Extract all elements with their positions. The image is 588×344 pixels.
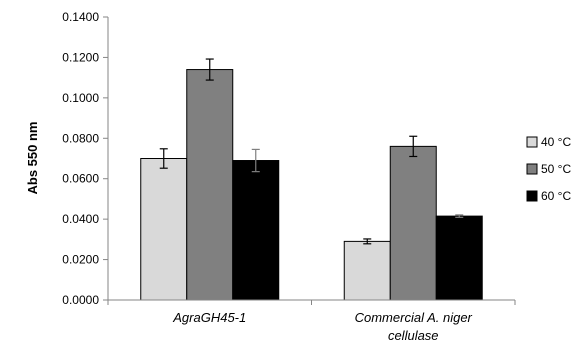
y-tick-label: 0.0400 <box>62 212 99 226</box>
bar-1-0 <box>343 240 391 301</box>
x-category-label: AgraGH45-1 <box>172 310 246 325</box>
bar-1-2 <box>435 215 483 301</box>
legend-label: 40 °C <box>541 135 571 149</box>
y-tick-label: 0.1000 <box>62 91 99 105</box>
legend-swatch-0 <box>526 136 538 148</box>
y-tick-label: 0.0800 <box>62 131 99 145</box>
legend-swatch-1 <box>526 163 538 175</box>
y-tick-label: 0.1200 <box>62 50 99 64</box>
bar-0-1 <box>186 69 234 301</box>
y-tick-label: 0.0000 <box>62 293 99 307</box>
y-tick-label: 0.1400 <box>62 10 99 24</box>
bar-0-2 <box>232 160 280 301</box>
bar-0-0 <box>140 158 188 301</box>
bar-1-1 <box>389 145 437 301</box>
legend-label: 60 °C <box>541 189 571 203</box>
y-axis: 0.0000 0.0200 0.0400 0.0600 0.0800 0.1000 0.12… <box>62 10 109 307</box>
x-axis: AgraGH45-1 Commercial A. niger cellulase <box>107 299 516 343</box>
x-category-label: Commercial A. niger <box>355 310 473 325</box>
legend: 40 °C 50 °C 60 °C <box>526 135 571 203</box>
bars <box>140 58 483 301</box>
legend-label: 50 °C <box>541 162 571 176</box>
legend-swatch-2 <box>526 190 538 202</box>
x-category-label: cellulase <box>388 328 439 343</box>
y-axis-label: Abs 550 nm <box>25 122 40 195</box>
y-tick-label: 0.0600 <box>62 172 99 186</box>
y-tick-label: 0.0200 <box>62 253 99 267</box>
